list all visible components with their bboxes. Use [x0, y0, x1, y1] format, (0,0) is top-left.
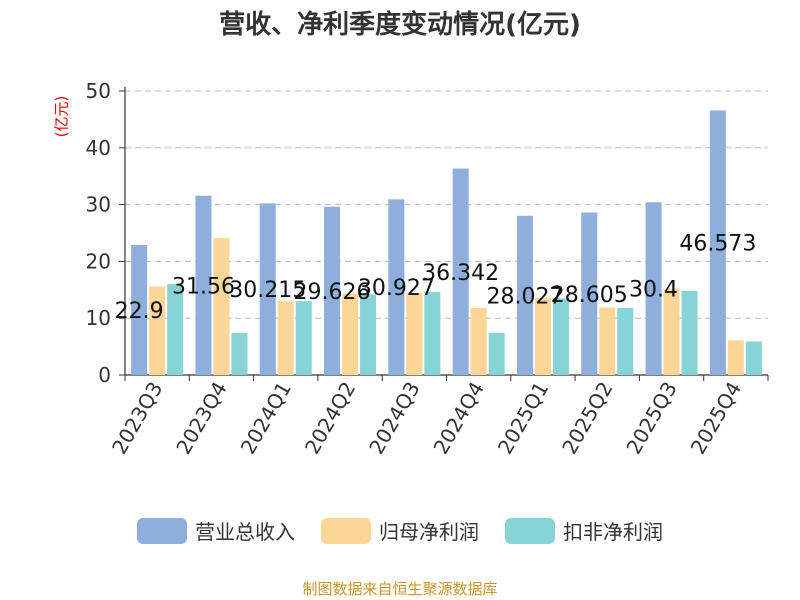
y-tick-label: 10: [86, 306, 111, 330]
data-label: 28.605: [551, 283, 628, 308]
bar: [295, 301, 312, 375]
y-tick-label: 40: [86, 136, 111, 160]
bar: [259, 203, 276, 375]
bar: [645, 202, 662, 375]
y-tick-label: 0: [98, 363, 111, 387]
x-tick-label: 2023Q3: [107, 378, 167, 459]
bar: [452, 168, 469, 375]
legend: 营业总收入 归母净利润 扣非净利润: [0, 516, 800, 545]
legend-item-net-profit[interactable]: 归母净利润: [321, 516, 479, 545]
legend-swatch-deducted-profit: [505, 517, 555, 544]
data-label: 31.56: [172, 274, 235, 299]
chart-title: 营收、净利季度变动情况(亿元): [219, 10, 581, 40]
bar: [488, 332, 505, 375]
bar: [599, 307, 616, 375]
bar: [195, 195, 212, 375]
x-tick-label: 2023Q4: [171, 378, 231, 459]
data-label: 30.927: [358, 276, 435, 301]
bar: [470, 307, 487, 375]
bar: [552, 298, 569, 375]
legend-label-revenue: 营业总收入: [195, 520, 295, 544]
x-tick-label: 2025Q3: [621, 378, 681, 459]
x-tick-label: 2024Q3: [364, 378, 424, 459]
data-label: 36.342: [422, 261, 499, 286]
bar: [424, 292, 441, 375]
x-tick-label: 2025Q2: [557, 378, 617, 459]
data-label: 30.4: [629, 278, 678, 303]
data-source: 制图数据来自恒生聚源数据库: [302, 580, 498, 598]
bar: [324, 206, 341, 375]
y-tick-label: 20: [86, 249, 111, 273]
bar: [277, 301, 294, 375]
data-label: 29.626: [294, 280, 371, 305]
bar: [167, 284, 184, 375]
bar: [709, 110, 726, 375]
bar: [581, 212, 598, 375]
x-tick-label: 2024Q1: [236, 378, 296, 459]
data-label: 22.9: [115, 299, 164, 324]
legend-swatch-revenue: [137, 517, 187, 544]
bar: [727, 340, 744, 375]
data-label: 46.573: [679, 232, 756, 257]
data-label: 30.215: [229, 278, 306, 303]
bar: [231, 332, 248, 375]
bar: [663, 288, 680, 375]
bar: [360, 294, 377, 375]
bar: [745, 341, 762, 375]
bar: [131, 244, 148, 375]
y-tick-label: 30: [86, 193, 111, 217]
bar: [617, 307, 634, 375]
bar: [534, 297, 551, 375]
x-tick-label: 2024Q2: [300, 378, 360, 459]
legend-label-deducted-profit: 扣非净利润: [563, 520, 663, 544]
legend-item-revenue[interactable]: 营业总收入: [137, 516, 295, 545]
legend-label-net-profit: 归母净利润: [379, 520, 479, 544]
bar: [342, 293, 359, 375]
bar: [681, 290, 698, 375]
legend-swatch-net-profit: [321, 517, 371, 544]
bar: [516, 215, 533, 375]
bar: [388, 199, 405, 375]
bar: [406, 292, 423, 375]
x-tick-label: 2024Q4: [429, 378, 489, 459]
y-tick-label: 50: [86, 79, 111, 103]
x-tick-label: 2025Q4: [686, 378, 746, 459]
legend-item-deducted-profit[interactable]: 扣非净利润: [505, 516, 663, 545]
data-label: 28.027: [486, 284, 563, 309]
x-tick-label: 2025Q1: [493, 378, 553, 459]
bar: [149, 286, 166, 375]
bar: [213, 238, 230, 375]
